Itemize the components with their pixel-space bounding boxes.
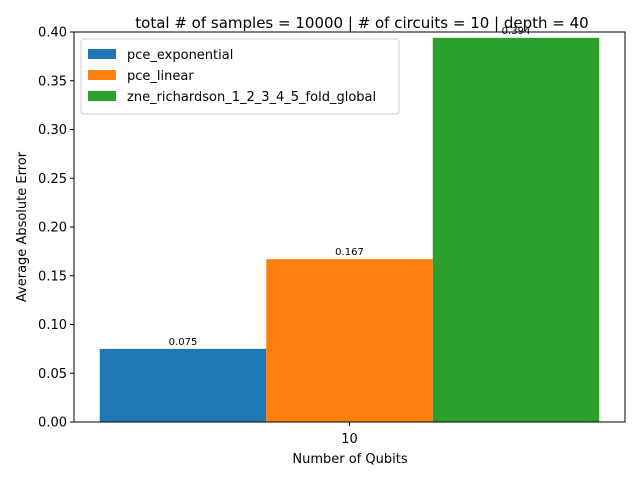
legend: pce_exponential pce_linear zne_richardson_… — [80, 38, 400, 115]
x-axis-label: Number of Qubits — [292, 452, 407, 467]
legend-swatch-pce_exponential — [88, 49, 116, 59]
data-label-pce_linear: 0.167 — [335, 247, 364, 258]
chart-title: total # of samples = 10000 | # of circui… — [135, 14, 588, 32]
x-tick-label: 10 — [341, 432, 358, 447]
y-tick-label: 0.05 — [38, 367, 67, 382]
bar-pce_linear — [266, 259, 433, 422]
legend-label-pce_linear: pce_linear — [127, 69, 194, 84]
y-tick-label: 0.25 — [38, 172, 67, 187]
y-axis-label: Average Absolute Error — [15, 151, 30, 302]
data-label-zne_richardson_1_2_3_4_5_fold_global: 0.394 — [502, 26, 531, 37]
y-tick-label: 0.20 — [38, 221, 67, 236]
y-tick-label: 0.00 — [38, 416, 67, 431]
y-tick-label: 0.10 — [38, 318, 67, 333]
data-label-pce_exponential: 0.075 — [169, 337, 198, 348]
plot-frame — [73, 31, 626, 423]
legend-label-pce_exponential: pce_exponential — [127, 48, 233, 63]
legend-label-zne_richardson_1_2_3_4_5_fold_global: zne_richardson_1_2_3_4_5_fold_global — [127, 90, 376, 105]
bar-pce_exponential — [99, 348, 267, 422]
legend-swatch-zne_richardson_1_2_3_4_5_fold_global — [88, 91, 116, 101]
legend-box — [80, 38, 400, 115]
y-tick-label: 0.30 — [38, 123, 67, 138]
y-tick-label: 0.35 — [38, 74, 67, 89]
legend-swatch-pce_linear — [88, 70, 116, 80]
bar-zne_richardson_1_2_3_4_5_fold_global — [432, 37, 600, 422]
y-tick-label: 0.15 — [38, 269, 67, 284]
y-tick-label: 0.40 — [38, 26, 67, 41]
